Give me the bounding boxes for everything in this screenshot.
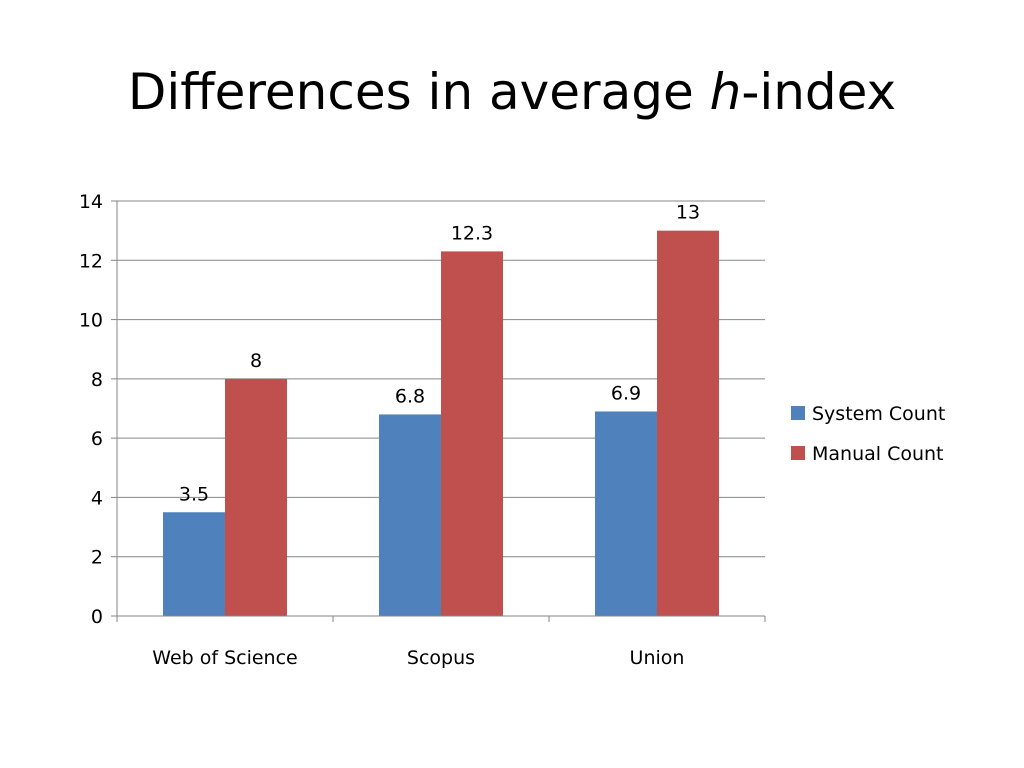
- legend-swatch: [791, 406, 805, 420]
- bar-system-count: [595, 411, 657, 616]
- y-tick-label: 4: [91, 487, 103, 509]
- data-label: 3.5: [179, 483, 209, 505]
- x-category-label: Web of Science: [152, 647, 297, 669]
- data-label: 8: [250, 350, 262, 372]
- y-tick-label: 10: [79, 310, 103, 332]
- bar-system-count: [163, 512, 225, 616]
- slide-title: Differences in average h-index: [0, 62, 1024, 122]
- bar-system-count: [379, 414, 441, 616]
- bar-manual-count: [657, 230, 719, 616]
- bar-manual-count: [441, 251, 503, 616]
- title-suffix: -index: [741, 63, 897, 121]
- data-label: 6.9: [611, 382, 641, 404]
- title-prefix: Differences in average: [127, 63, 710, 121]
- data-labels: 3.5 8 6.8 12.3 6.9 13: [179, 202, 700, 506]
- legend-label: System Count: [812, 403, 945, 425]
- axes: 0 2 4 6 8 10 12 14 Web of Science Scopus Union: [79, 191, 766, 669]
- y-tick-label: 6: [91, 428, 103, 450]
- legend-swatch: [791, 446, 805, 460]
- bars: [163, 230, 719, 616]
- x-category-label: Union: [630, 647, 685, 669]
- data-label: 13: [676, 202, 700, 224]
- title-italic-h: h: [709, 63, 742, 121]
- legend-label: Manual Count: [812, 443, 944, 465]
- y-tick-label: 8: [91, 369, 103, 391]
- bar-manual-count: [225, 378, 287, 616]
- y-tick-label: 12: [79, 250, 103, 272]
- y-tick-label: 2: [91, 547, 103, 569]
- data-label: 12.3: [451, 222, 493, 244]
- x-category-label: Scopus: [407, 647, 475, 669]
- legend: System Count Manual Count: [791, 403, 945, 465]
- data-label: 6.8: [395, 385, 425, 407]
- y-tick-label: 0: [91, 606, 103, 628]
- y-tick-label: 14: [79, 191, 103, 213]
